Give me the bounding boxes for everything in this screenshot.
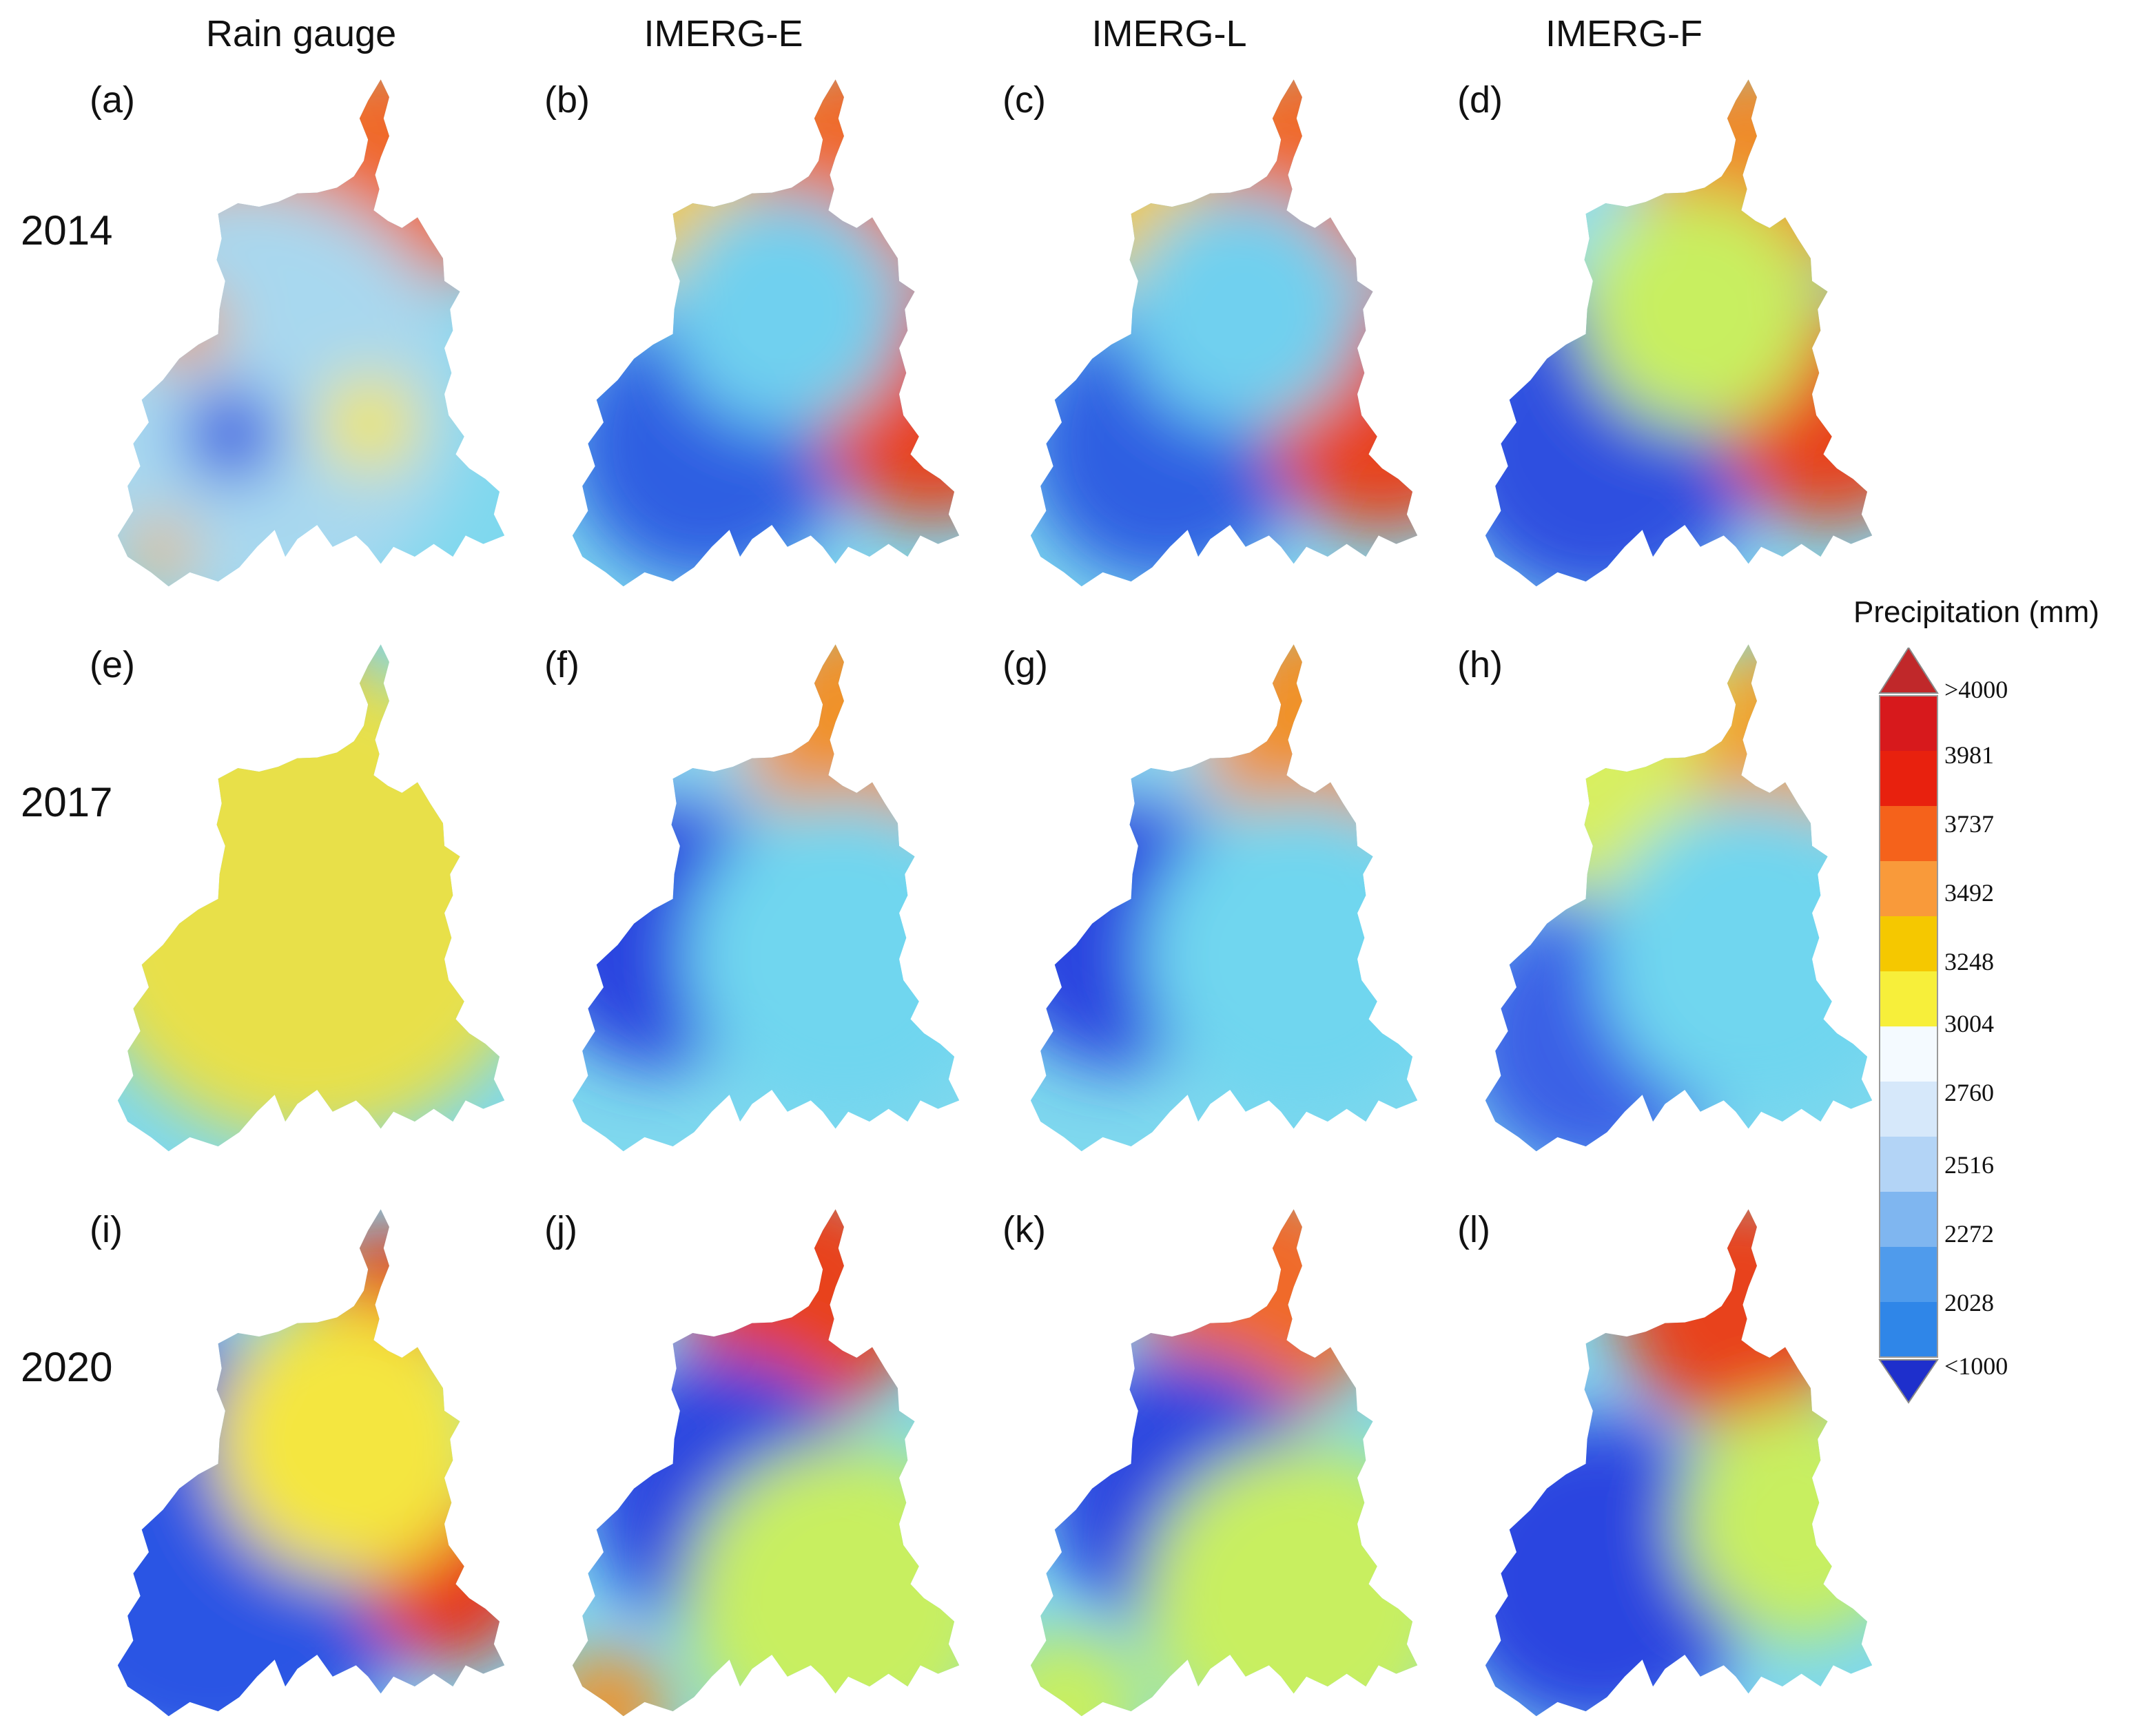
panel-label: (k) <box>1002 1209 1046 1250</box>
precipitation-blob <box>183 386 279 482</box>
precipitation-map <box>1030 79 1418 587</box>
panel-label: (a) <box>90 79 135 121</box>
precipitation-blob <box>666 192 904 430</box>
legend-tick-label: 3004 <box>1944 1010 1994 1037</box>
precipitation-blob <box>211 1301 489 1580</box>
panel-label: (b) <box>544 79 590 121</box>
precipitation-map <box>1030 644 1418 1152</box>
precipitation-blob <box>1124 192 1362 430</box>
panel-label: (e) <box>90 644 135 685</box>
legend-swatch <box>1880 1247 1937 1302</box>
legend-swatch <box>1880 1192 1937 1247</box>
column-title-imerg-l: IMERG-L <box>1091 13 1247 54</box>
legend-swatch <box>1880 751 1937 806</box>
precipitation-map <box>117 79 505 587</box>
legend-tick-label: 3981 <box>1944 741 1994 769</box>
panel-label: (j) <box>544 1209 577 1250</box>
precipitation-blob <box>1579 192 1817 430</box>
legend-tick-label: 2516 <box>1944 1151 1994 1179</box>
column-title-imerg-e: IMERG-E <box>644 13 803 54</box>
precipitation-map <box>1030 1209 1418 1717</box>
precipitation-map <box>572 644 960 1152</box>
precipitation-map <box>117 1209 505 1717</box>
column-title-imerg-f: IMERG-F <box>1545 13 1703 54</box>
panel-label: (f) <box>544 644 579 685</box>
panel-label: (d) <box>1457 79 1503 121</box>
panel-label: (g) <box>1002 644 1048 685</box>
precipitation-map <box>1485 79 1873 587</box>
legend-arrow-max <box>1878 648 1939 694</box>
panel-label: (l) <box>1457 1209 1490 1250</box>
legend-tick-label: 2028 <box>1944 1289 1994 1316</box>
row-year-2020: 2020 <box>21 1344 113 1390</box>
legend-swatch <box>1880 1082 1937 1137</box>
precipitation-map <box>572 1209 960 1717</box>
precipitation-blob <box>127 521 192 584</box>
legend-tick-label: 3737 <box>1944 810 1994 838</box>
precipitation-map <box>1485 1209 1873 1717</box>
legend-arrow-min <box>1878 1359 1939 1404</box>
legend-tick-label: 3492 <box>1944 879 1994 907</box>
column-title-rain-gauge: Rain gauge <box>205 13 397 54</box>
panel-label: (i) <box>90 1209 123 1250</box>
legend-swatch <box>1880 806 1937 861</box>
legend-swatch <box>1880 861 1937 916</box>
legend-tick-label: <1000 <box>1944 1352 2008 1380</box>
precipitation-blob <box>143 287 223 366</box>
panel-label: (c) <box>1002 79 1046 121</box>
precipitation-map <box>572 79 960 587</box>
legend-tick-label: 2272 <box>1944 1220 1994 1248</box>
precipitation-map <box>1485 644 1873 1152</box>
legend-swatch <box>1880 1302 1937 1357</box>
legend-tick-label: 2760 <box>1944 1079 1994 1106</box>
precipitation-blob <box>322 375 418 471</box>
row-year-2014: 2014 <box>21 207 113 254</box>
legend-tick-label: 3248 <box>1944 948 1994 975</box>
legend-swatch <box>1880 1026 1937 1082</box>
legend-tick-label: >4000 <box>1944 676 2008 703</box>
legend-swatch <box>1880 1137 1937 1192</box>
legend-swatch <box>1880 696 1937 751</box>
row-year-2017: 2017 <box>21 779 113 825</box>
precipitation-blob <box>117 665 505 1140</box>
legend-title: Precipitation (mm) <box>1853 595 2099 629</box>
legend-frame <box>1879 695 1938 1358</box>
panel-label: (h) <box>1457 644 1503 685</box>
legend-swatch <box>1880 971 1937 1026</box>
legend-colorbar <box>1878 648 1939 1404</box>
precipitation-map <box>117 644 505 1152</box>
legend-swatch <box>1880 916 1937 971</box>
